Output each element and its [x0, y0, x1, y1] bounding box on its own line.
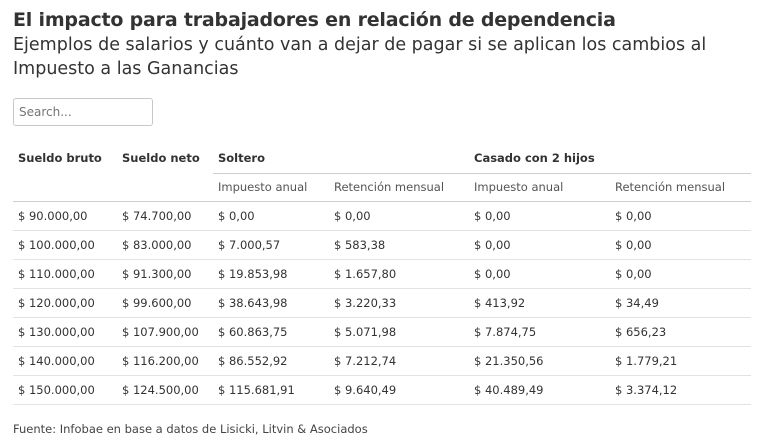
header-soltero-impuesto-anual[interactable]: Impuesto anual	[213, 173, 329, 202]
page-title: El impacto para trabajadores en relación…	[13, 9, 616, 31]
table-row: $ 120.000,00 $ 99.600,00 $ 38.643,98 $ 3.22…	[13, 288, 752, 318]
cell-sueldo-bruto: $ 130.000,00	[13, 317, 117, 347]
header-casado-impuesto-anual[interactable]: Impuesto anual	[469, 173, 610, 202]
cell-casado-retencion-mensual: $ 0,00	[610, 259, 752, 289]
cell-sueldo-neto: $ 74.700,00	[117, 201, 213, 231]
cell-sueldo-neto: $ 83.000,00	[117, 230, 213, 260]
cell-sueldo-bruto: $ 100.000,00	[13, 230, 117, 260]
search-input[interactable]	[13, 98, 153, 126]
cell-soltero-impuesto-anual: $ 115.681,91	[213, 375, 329, 405]
header-sueldo-neto[interactable]: Sueldo neto	[122, 151, 200, 165]
header-casado-retencion-mensual[interactable]: Retención mensual	[610, 173, 752, 202]
cell-casado-retencion-mensual: $ 0,00	[610, 201, 752, 231]
source-note: Fuente: Infobae en base a datos de Lisic…	[13, 422, 368, 436]
table-row: $ 110.000,00 $ 91.300,00 $ 19.853,98 $ 1.65…	[13, 259, 752, 289]
cell-soltero-impuesto-anual: $ 19.853,98	[213, 259, 329, 289]
cell-soltero-retencion-mensual: $ 5.071,98	[329, 317, 469, 347]
cell-soltero-retencion-mensual: $ 1.657,80	[329, 259, 469, 289]
table-header-sub-row: Impuesto anual Retención mensual Impuest…	[13, 173, 752, 202]
cell-soltero-impuesto-anual: $ 7.000,57	[213, 230, 329, 260]
salary-table: Sueldo bruto Sueldo neto Soltero Casado …	[13, 143, 752, 405]
cell-sueldo-neto: $ 99.600,00	[117, 288, 213, 318]
cell-soltero-retencion-mensual: $ 3.220,33	[329, 288, 469, 318]
table-row: $ 130.000,00 $ 107.900,00 $ 60.863,75 $ 5.0…	[13, 317, 752, 347]
cell-casado-impuesto-anual: $ 0,00	[469, 201, 610, 231]
cell-casado-retencion-mensual: $ 3.374,12	[610, 375, 752, 405]
cell-sueldo-neto: $ 91.300,00	[117, 259, 213, 289]
cell-sueldo-neto: $ 116.200,00	[117, 346, 213, 376]
cell-sueldo-neto: $ 107.900,00	[117, 317, 213, 347]
page-subtitle: Ejemplos de salarios y cuánto van a deja…	[13, 35, 707, 79]
table-body: $ 90.000,00 $ 74.700,00 $ 0,00 $ 0,00 $ 0,00…	[13, 201, 752, 405]
cell-casado-impuesto-anual: $ 0,00	[469, 259, 610, 289]
cell-sueldo-bruto: $ 90.000,00	[13, 201, 117, 231]
cell-sueldo-bruto: $ 120.000,00	[13, 288, 117, 318]
table-row: $ 150.000,00 $ 124.500,00 $ 115.681,91 $ 9.…	[13, 375, 752, 405]
cell-casado-impuesto-anual: $ 7.874,75	[469, 317, 610, 347]
table-row: $ 100.000,00 $ 83.000,00 $ 7.000,57 $ 583,3…	[13, 230, 752, 260]
table-row: $ 90.000,00 $ 74.700,00 $ 0,00 $ 0,00 $ 0,00…	[13, 201, 752, 231]
page-container: El impacto para trabajadores en relación…	[13, 8, 758, 405]
header-group-soltero: Soltero	[213, 143, 469, 174]
cell-soltero-impuesto-anual: $ 60.863,75	[213, 317, 329, 347]
cell-casado-impuesto-anual: $ 413,92	[469, 288, 610, 318]
cell-soltero-retencion-mensual: $ 0,00	[329, 201, 469, 231]
cell-casado-retencion-mensual: $ 656,23	[610, 317, 752, 347]
cell-casado-impuesto-anual: $ 40.489,49	[469, 375, 610, 405]
cell-casado-retencion-mensual: $ 34,49	[610, 288, 752, 318]
cell-casado-retencion-mensual: $ 0,00	[610, 230, 752, 260]
table-row: $ 140.000,00 $ 116.200,00 $ 86.552,92 $ 7.2…	[13, 346, 752, 376]
header-soltero-retencion-mensual[interactable]: Retención mensual	[329, 173, 469, 202]
cell-sueldo-bruto: $ 110.000,00	[13, 259, 117, 289]
cell-sueldo-bruto: $ 150.000,00	[13, 375, 117, 405]
header-group-casado: Casado con 2 hijos	[469, 143, 752, 174]
cell-soltero-impuesto-anual: $ 0,00	[213, 201, 329, 231]
header-empty-2	[117, 173, 213, 202]
cell-sueldo-neto: $ 124.500,00	[117, 375, 213, 405]
table-header-group-row: Sueldo bruto Sueldo neto Soltero Casado …	[13, 143, 752, 174]
cell-soltero-retencion-mensual: $ 9.640,49	[329, 375, 469, 405]
header-empty-1	[13, 173, 117, 202]
cell-casado-impuesto-anual: $ 21.350,56	[469, 346, 610, 376]
cell-casado-impuesto-anual: $ 0,00	[469, 230, 610, 260]
cell-sueldo-bruto: $ 140.000,00	[13, 346, 117, 376]
cell-soltero-retencion-mensual: $ 7.212,74	[329, 346, 469, 376]
cell-soltero-impuesto-anual: $ 86.552,92	[213, 346, 329, 376]
cell-soltero-retencion-mensual: $ 583,38	[329, 230, 469, 260]
cell-soltero-impuesto-anual: $ 38.643,98	[213, 288, 329, 318]
cell-casado-retencion-mensual: $ 1.779,21	[610, 346, 752, 376]
header-sueldo-bruto[interactable]: Sueldo bruto	[18, 151, 102, 165]
